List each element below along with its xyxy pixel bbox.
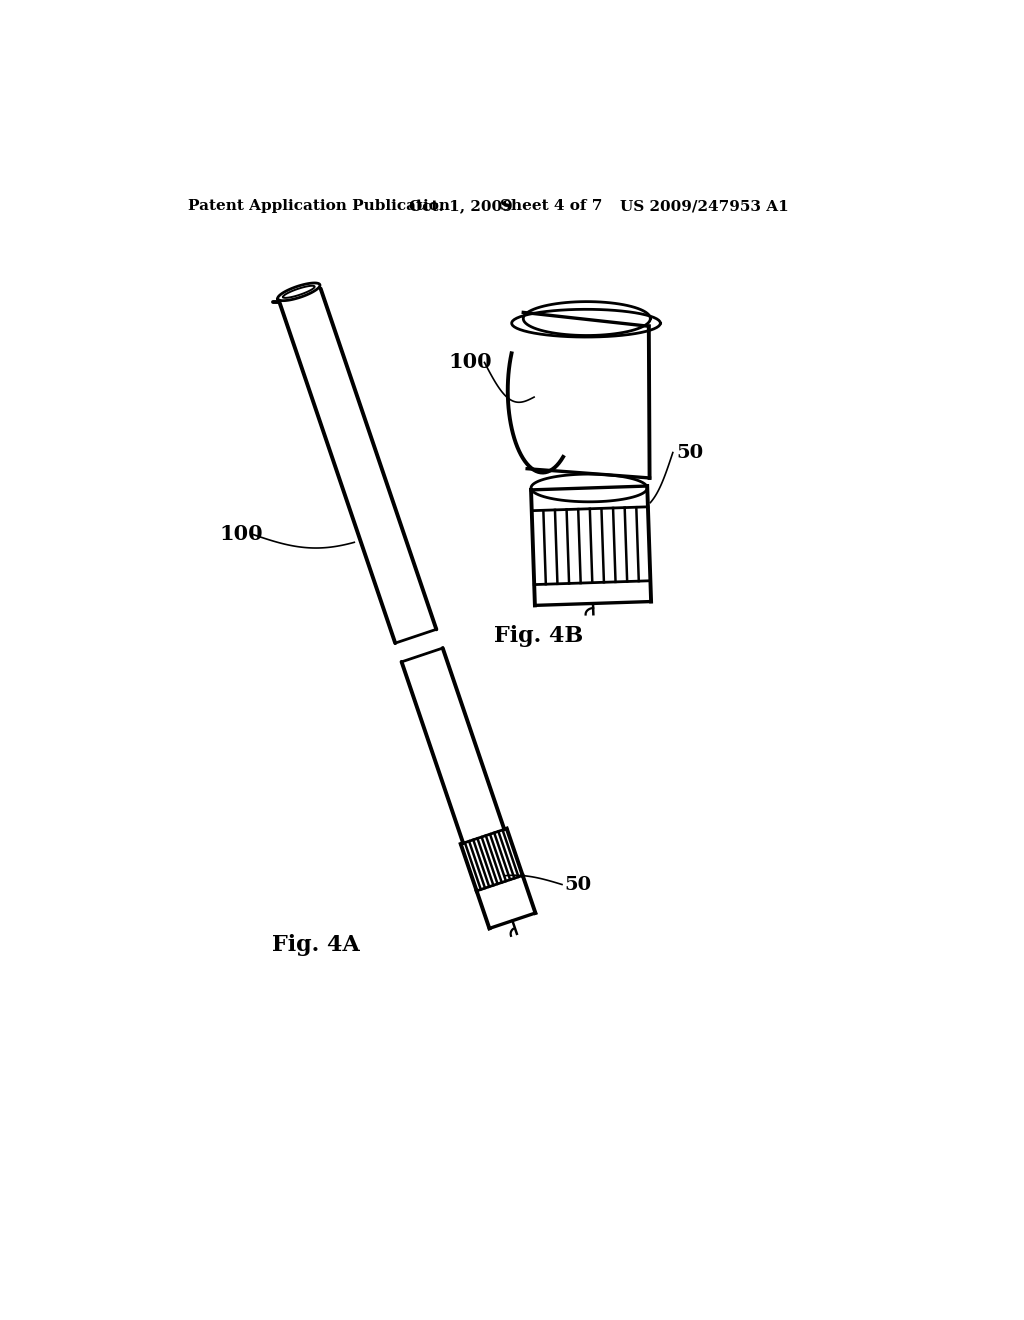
Text: Fig. 4B: Fig. 4B xyxy=(495,624,584,647)
Text: 50: 50 xyxy=(564,875,592,894)
Text: Oct. 1, 2009: Oct. 1, 2009 xyxy=(410,199,513,213)
Text: 100: 100 xyxy=(219,524,263,544)
Text: Fig. 4A: Fig. 4A xyxy=(271,935,359,956)
Text: 100: 100 xyxy=(449,352,492,372)
Text: Sheet 4 of 7: Sheet 4 of 7 xyxy=(500,199,602,213)
Text: US 2009/247953 A1: US 2009/247953 A1 xyxy=(621,199,788,213)
Text: 50: 50 xyxy=(676,444,703,462)
Text: Patent Application Publication: Patent Application Publication xyxy=(188,199,451,213)
